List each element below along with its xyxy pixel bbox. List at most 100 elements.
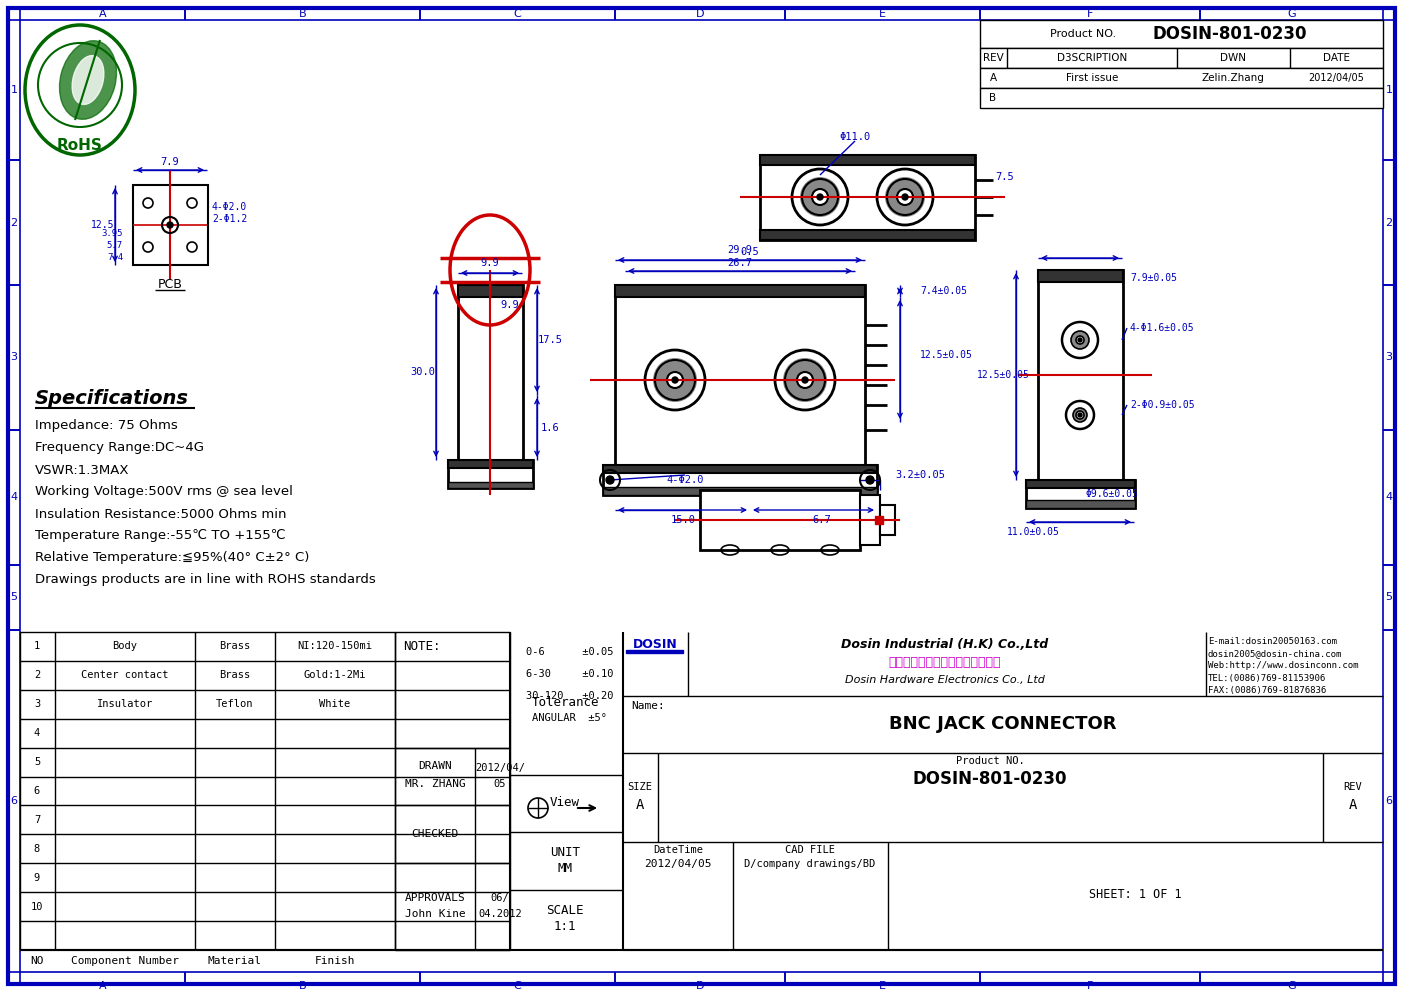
Bar (626, 650, 683, 653)
Text: 1:1: 1:1 (554, 921, 577, 933)
Text: Component Number: Component Number (72, 956, 180, 966)
Text: BNC JACK CONNECTOR: BNC JACK CONNECTOR (890, 714, 1117, 733)
Bar (448, 460, 533, 468)
Text: Φ11.0: Φ11.0 (839, 132, 871, 142)
Circle shape (1073, 408, 1087, 422)
Circle shape (817, 194, 824, 200)
Text: Φ9.6±0.05: Φ9.6±0.05 (1085, 489, 1138, 499)
Polygon shape (565, 794, 575, 822)
Text: PCB: PCB (157, 279, 182, 292)
Circle shape (1076, 411, 1085, 419)
Circle shape (800, 177, 840, 217)
Text: 3.2±0.05: 3.2±0.05 (895, 470, 946, 480)
Text: 0.5: 0.5 (741, 247, 759, 257)
Text: 9.9: 9.9 (481, 258, 499, 268)
Text: 4-Φ1.6±0.05: 4-Φ1.6±0.05 (1129, 323, 1194, 333)
Text: 1.6: 1.6 (540, 423, 560, 433)
Text: Center contact: Center contact (81, 671, 168, 681)
Bar (1038, 270, 1122, 480)
Text: 06/: 06/ (491, 893, 509, 903)
Text: FAX:(0086)769-81876836: FAX:(0086)769-81876836 (1208, 685, 1326, 694)
Text: NOTE:: NOTE: (403, 640, 441, 653)
Circle shape (1076, 336, 1085, 344)
Text: Brass: Brass (219, 671, 251, 681)
Text: A: A (636, 798, 644, 812)
Text: Name:: Name: (631, 700, 665, 710)
Circle shape (797, 372, 812, 388)
Text: 6: 6 (10, 796, 17, 806)
Text: 7.4: 7.4 (107, 253, 123, 262)
Bar (875, 516, 882, 524)
Circle shape (666, 372, 683, 388)
Text: 5.7: 5.7 (107, 240, 123, 250)
Bar (981, 48, 1383, 68)
Text: 4: 4 (10, 492, 18, 503)
Text: 2-Φ0.9±0.05: 2-Φ0.9±0.05 (1129, 400, 1194, 410)
Text: D3SCRIPTION: D3SCRIPTION (1056, 53, 1127, 63)
Text: A: A (98, 981, 107, 991)
Bar (615, 285, 866, 465)
Text: 1: 1 (10, 85, 17, 95)
Text: 6.7: 6.7 (812, 515, 832, 525)
Text: 05: 05 (494, 779, 506, 789)
Text: Insulation Resistance:5000 Ohms min: Insulation Resistance:5000 Ohms min (35, 508, 286, 521)
Text: View: View (550, 797, 579, 809)
Text: REV: REV (1344, 782, 1362, 792)
Text: B: B (989, 93, 996, 103)
Text: RoHS: RoHS (58, 138, 102, 153)
Text: DOSIN-801-0230: DOSIN-801-0230 (913, 770, 1068, 788)
Text: 04.2012: 04.2012 (478, 909, 522, 919)
Text: Frequency Range:DC~4G: Frequency Range:DC~4G (35, 441, 203, 454)
Text: John Kine: John Kine (404, 909, 466, 919)
Bar (603, 465, 877, 473)
Circle shape (902, 194, 908, 200)
Bar (603, 465, 877, 495)
Bar (1038, 270, 1122, 282)
Text: 3: 3 (10, 352, 17, 362)
Text: B: B (299, 981, 306, 991)
Circle shape (812, 189, 828, 205)
Text: 10: 10 (31, 902, 43, 912)
Text: C: C (513, 981, 522, 991)
Text: DOSIN: DOSIN (633, 638, 678, 651)
Text: 15.0: 15.0 (671, 515, 696, 525)
Text: 6: 6 (34, 786, 41, 796)
Text: NI:120-150mi: NI:120-150mi (297, 642, 373, 652)
Text: F: F (1087, 9, 1093, 19)
Ellipse shape (72, 56, 104, 104)
Text: 3.95: 3.95 (101, 228, 123, 237)
Text: 2: 2 (34, 671, 41, 681)
Text: DWN: DWN (1221, 53, 1246, 63)
Text: A: A (989, 73, 996, 83)
Circle shape (672, 377, 678, 383)
Bar (981, 68, 1383, 88)
Text: 7.9: 7.9 (160, 157, 180, 167)
Text: Impedance: 75 Ohms: Impedance: 75 Ohms (35, 420, 178, 433)
Text: Web:http://www.dosinconn.com: Web:http://www.dosinconn.com (1208, 662, 1358, 671)
Text: VSWR:1.3MAX: VSWR:1.3MAX (35, 463, 129, 476)
Text: 7.4±0.05: 7.4±0.05 (920, 286, 967, 296)
Text: DOSIN: DOSIN (191, 325, 968, 535)
Ellipse shape (25, 25, 135, 155)
Text: 8: 8 (34, 844, 41, 854)
Text: NO: NO (31, 956, 43, 966)
Text: UNIT: UNIT (550, 845, 579, 858)
Bar (981, 20, 1383, 48)
Text: TEL:(0086)769-81153906: TEL:(0086)769-81153906 (1208, 674, 1326, 682)
Text: 9: 9 (34, 873, 41, 883)
Circle shape (1078, 413, 1082, 417)
Text: Gold:1-2Mi: Gold:1-2Mi (304, 671, 366, 681)
Text: White: White (320, 699, 351, 709)
Text: First issue: First issue (1066, 73, 1118, 83)
Text: Temperature Range:-55℃ TO +155℃: Temperature Range:-55℃ TO +155℃ (35, 530, 286, 543)
Text: APPROVALS: APPROVALS (404, 893, 466, 903)
Text: Finish: Finish (314, 956, 355, 966)
Text: 29.9: 29.9 (728, 245, 752, 255)
Bar (860, 495, 880, 545)
Text: Material: Material (208, 956, 262, 966)
Circle shape (1070, 331, 1089, 349)
Circle shape (897, 189, 913, 205)
Text: SCALE: SCALE (546, 905, 584, 918)
Text: 30.0: 30.0 (411, 367, 435, 377)
Text: DateTime: DateTime (652, 845, 703, 855)
